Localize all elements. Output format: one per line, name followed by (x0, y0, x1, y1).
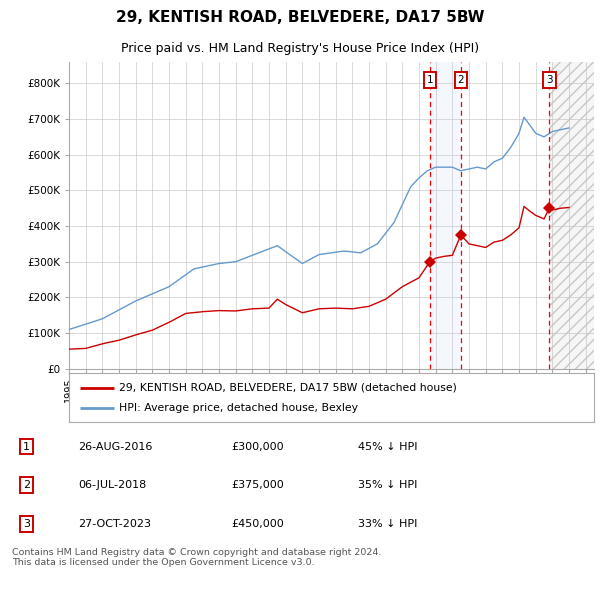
Text: 06-JUL-2018: 06-JUL-2018 (78, 480, 146, 490)
Text: 2: 2 (23, 480, 30, 490)
Text: £375,000: £375,000 (231, 480, 284, 490)
Text: £450,000: £450,000 (231, 519, 284, 529)
Bar (430, 62, 461, 369)
Text: 33% ↓ HPI: 33% ↓ HPI (358, 519, 417, 529)
Text: 2: 2 (458, 75, 464, 85)
Bar (550, 62, 594, 369)
Text: HPI: Average price, detached house, Bexley: HPI: Average price, detached house, Bexl… (119, 404, 358, 414)
Text: 29, KENTISH ROAD, BELVEDERE, DA17 5BW: 29, KENTISH ROAD, BELVEDERE, DA17 5BW (116, 10, 484, 25)
Text: 3: 3 (23, 519, 30, 529)
Text: 29, KENTISH ROAD, BELVEDERE, DA17 5BW (detached house): 29, KENTISH ROAD, BELVEDERE, DA17 5BW (d… (119, 383, 457, 393)
Bar (550, 62, 594, 369)
Text: 26-AUG-2016: 26-AUG-2016 (78, 441, 152, 451)
Text: 45% ↓ HPI: 45% ↓ HPI (358, 441, 417, 451)
Text: Contains HM Land Registry data © Crown copyright and database right 2024.
This d: Contains HM Land Registry data © Crown c… (12, 548, 382, 568)
Text: 35% ↓ HPI: 35% ↓ HPI (358, 480, 417, 490)
Text: 27-OCT-2023: 27-OCT-2023 (78, 519, 151, 529)
Text: 1: 1 (427, 75, 433, 85)
Text: 3: 3 (546, 75, 553, 85)
Text: Price paid vs. HM Land Registry's House Price Index (HPI): Price paid vs. HM Land Registry's House … (121, 42, 479, 55)
Text: 1: 1 (23, 441, 30, 451)
Text: £300,000: £300,000 (231, 441, 284, 451)
